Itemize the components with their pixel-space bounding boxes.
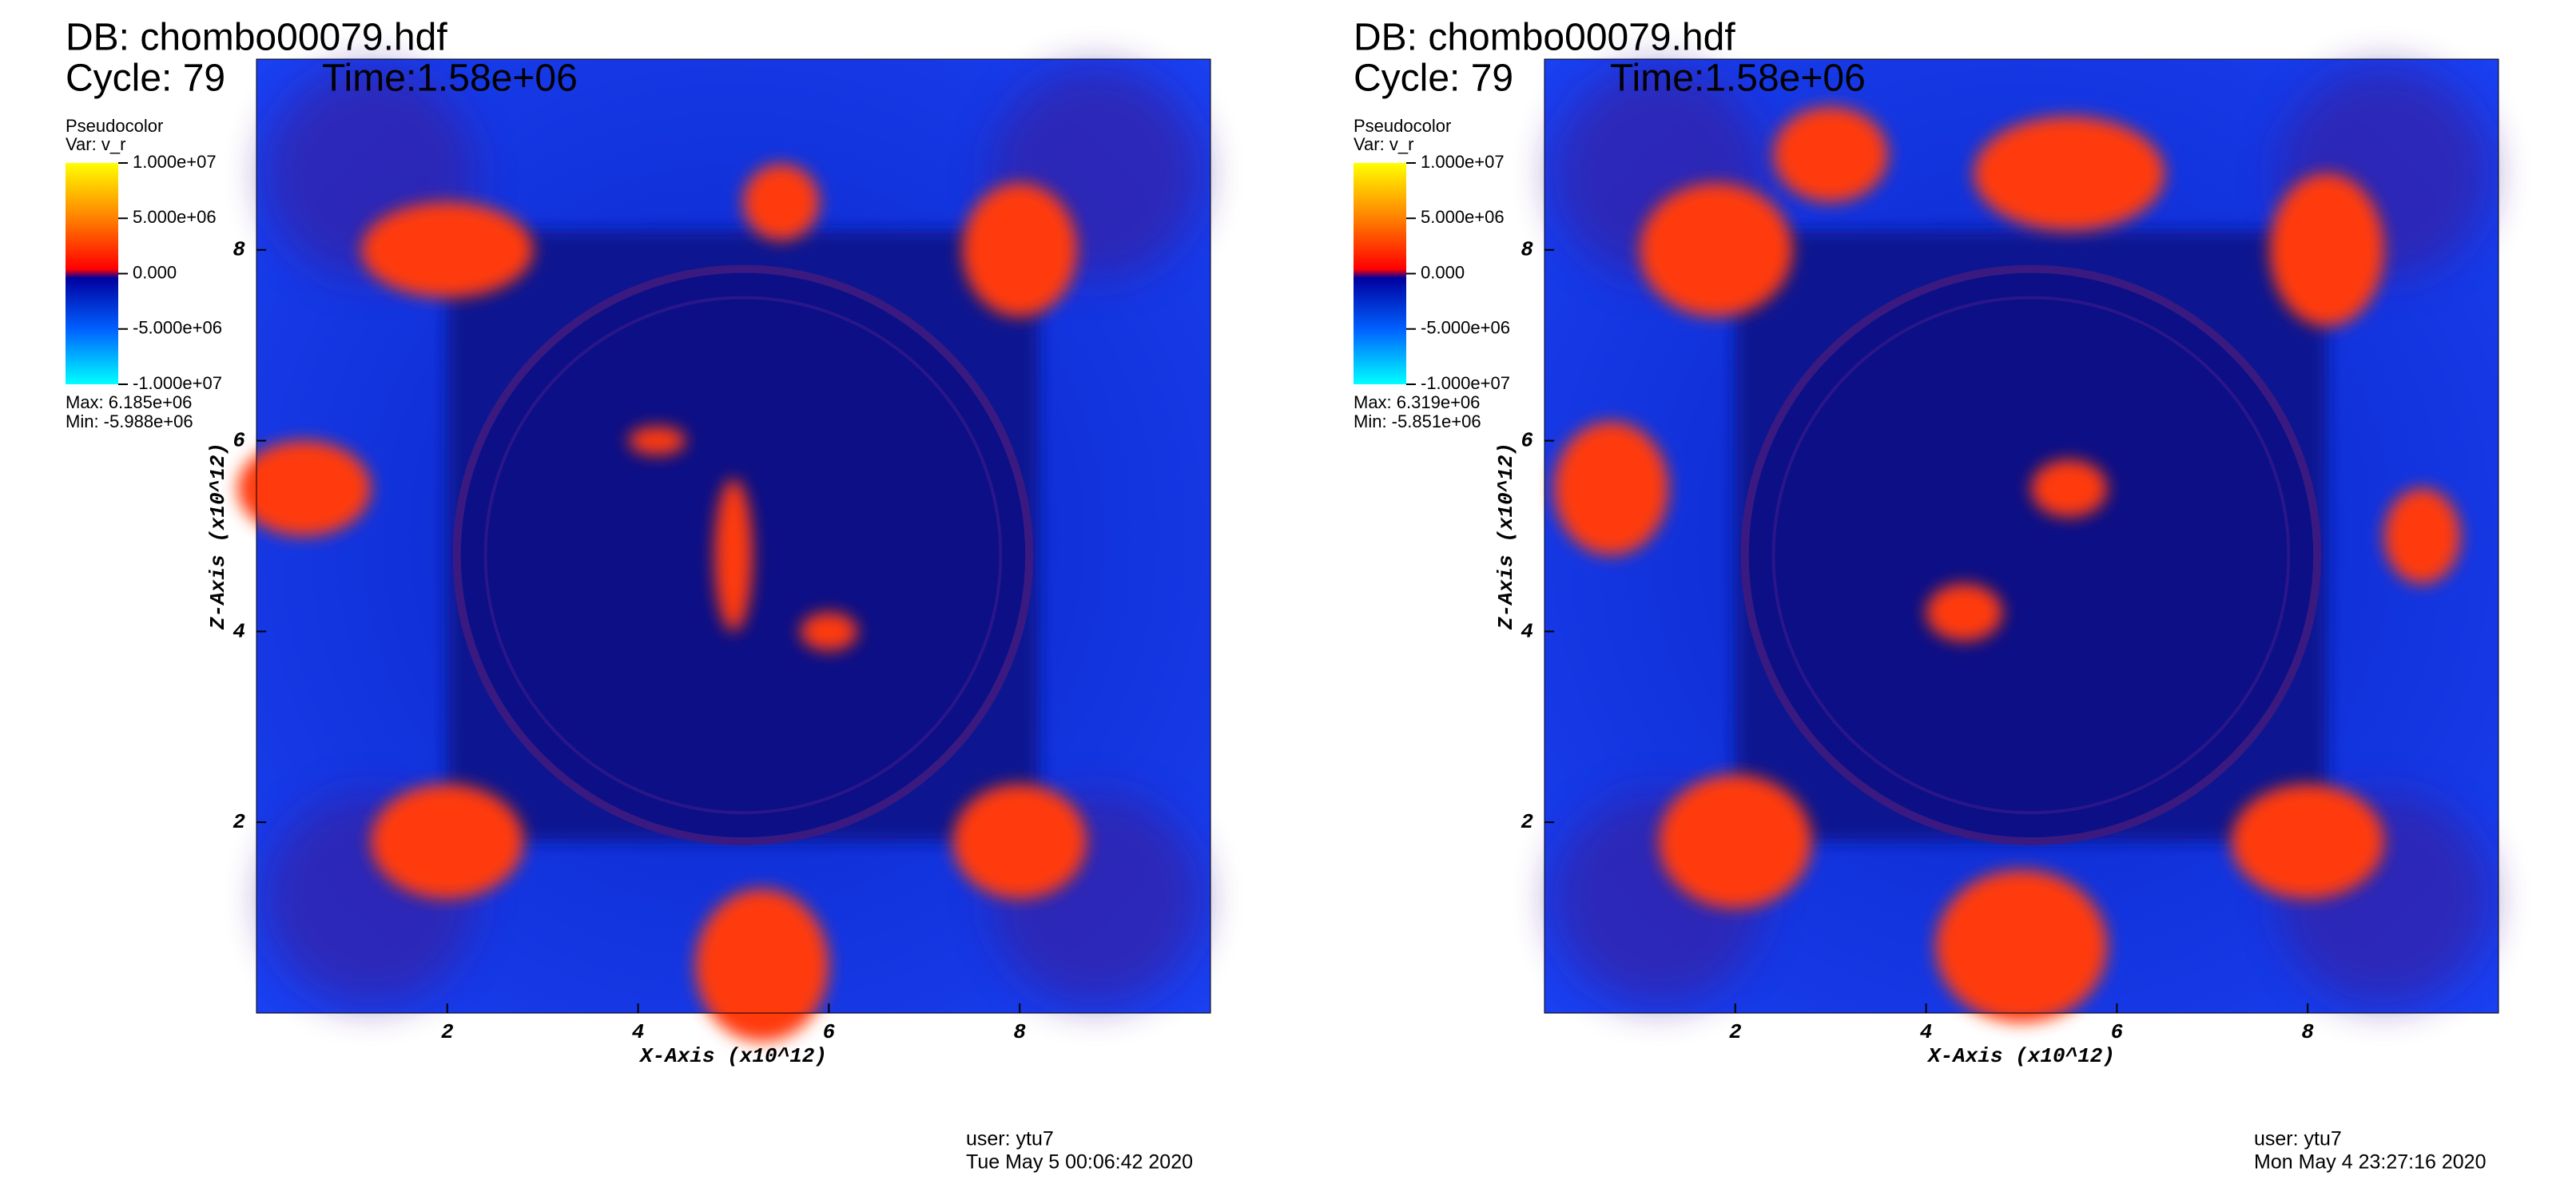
user: user: ytu7 bbox=[966, 1128, 1054, 1150]
plot-frame bbox=[256, 58, 1211, 1014]
db-title: DB: chombo00079.hdf bbox=[1354, 17, 1735, 59]
x-tick-label: 4 bbox=[632, 1020, 645, 1044]
y-tick-label: 6 bbox=[233, 428, 245, 452]
y-tick-label: 6 bbox=[1521, 428, 1533, 452]
x-tick-label: 6 bbox=[2111, 1020, 2124, 1044]
red-region bbox=[2269, 173, 2384, 327]
cycle: Cycle: 79 bbox=[1354, 58, 1513, 100]
shell bbox=[1740, 264, 2322, 846]
pseudocolor-plot bbox=[1544, 58, 2499, 1023]
red-region bbox=[628, 426, 686, 455]
pseudocolor-plot bbox=[237, 58, 1211, 1042]
y-tick-label: 4 bbox=[233, 619, 245, 643]
legend-plot: Pseudocolor bbox=[66, 116, 163, 136]
red-region bbox=[1553, 421, 1669, 555]
date: Mon May 4 23:27:16 2020 bbox=[2254, 1151, 2486, 1174]
time: Time:1.58e+06 bbox=[322, 58, 578, 100]
date: Tue May 5 00:06:42 2020 bbox=[966, 1151, 1193, 1174]
red-region bbox=[1974, 116, 2165, 231]
red-region bbox=[361, 202, 534, 298]
red-region bbox=[371, 784, 524, 899]
x-axis-label: X-Axis (x10^12) bbox=[1926, 1044, 2115, 1068]
user: user: ytu7 bbox=[2254, 1128, 2342, 1150]
colorbar-tick-label: 0.000 bbox=[133, 262, 177, 282]
red-region bbox=[1640, 183, 1793, 317]
red-region bbox=[2030, 459, 2108, 518]
shell-inner bbox=[1771, 296, 2291, 815]
colorbar-tick-label: 0.000 bbox=[1421, 262, 1465, 282]
colorbar-tick-label: 1.000e+07 bbox=[133, 152, 217, 172]
y-tick-label: 2 bbox=[1521, 810, 1533, 834]
red-region bbox=[800, 612, 858, 651]
red-region bbox=[237, 440, 372, 536]
x-tick-label: 6 bbox=[823, 1020, 836, 1044]
shell-inner bbox=[483, 296, 1003, 815]
y-axis-label: Z-Axis (x10^12) bbox=[206, 443, 230, 630]
time: Time:1.58e+06 bbox=[1610, 58, 1866, 100]
colorbar bbox=[1354, 163, 1406, 384]
red-region bbox=[714, 479, 753, 632]
x-tick-label: 4 bbox=[1920, 1020, 1933, 1044]
y-tick-label: 4 bbox=[1521, 619, 1533, 643]
colorbar bbox=[66, 163, 118, 384]
legend-min: Min: -5.851e+06 bbox=[1354, 411, 1481, 431]
legend-max: Max: 6.185e+06 bbox=[66, 392, 192, 412]
y-tick-label: 8 bbox=[1521, 238, 1533, 262]
y-tick-label: 8 bbox=[233, 238, 245, 262]
x-tick-label: 8 bbox=[2301, 1020, 2314, 1044]
y-axis-label: Z-Axis (x10^12) bbox=[1494, 443, 1518, 630]
red-region bbox=[1773, 106, 1888, 203]
x-tick-label: 8 bbox=[1013, 1020, 1026, 1044]
red-region bbox=[742, 164, 820, 240]
legend-plot: Pseudocolor bbox=[1354, 116, 1451, 136]
legend-min: Min: -5.988e+06 bbox=[66, 411, 193, 431]
red-region bbox=[952, 784, 1087, 899]
colorbar-tick-label: -1.000e+07 bbox=[1421, 373, 1510, 393]
red-region bbox=[2231, 784, 2384, 899]
legend-var: Var: v_r bbox=[1354, 134, 1413, 154]
colorbar-tick-label: -1.000e+07 bbox=[133, 373, 222, 393]
db-title: DB: chombo00079.hdf bbox=[66, 17, 447, 59]
x-axis-label: X-Axis (x10^12) bbox=[638, 1044, 827, 1068]
colorbar-tick-label: 5.000e+06 bbox=[133, 207, 217, 227]
plot-frame bbox=[1544, 58, 2499, 1014]
x-tick-label: 2 bbox=[1729, 1020, 1742, 1044]
x-tick-label: 2 bbox=[441, 1020, 454, 1044]
colorbar-tick-label: 5.000e+06 bbox=[1421, 207, 1505, 227]
colorbar-tick-label: -5.000e+06 bbox=[133, 318, 222, 338]
colorbar-tick-label: 1.000e+07 bbox=[1421, 152, 1505, 172]
red-region bbox=[2383, 488, 2461, 584]
legend-var: Var: v_r bbox=[66, 134, 125, 154]
red-region bbox=[1659, 774, 1812, 908]
red-region bbox=[1926, 583, 2003, 642]
cycle: Cycle: 79 bbox=[66, 58, 225, 100]
y-tick-label: 2 bbox=[233, 810, 245, 834]
red-region bbox=[1935, 869, 2108, 1023]
red-region bbox=[695, 888, 829, 1042]
legend-max: Max: 6.319e+06 bbox=[1354, 392, 1480, 412]
colorbar-tick-label: -5.000e+06 bbox=[1421, 318, 1510, 338]
red-region bbox=[962, 183, 1077, 317]
